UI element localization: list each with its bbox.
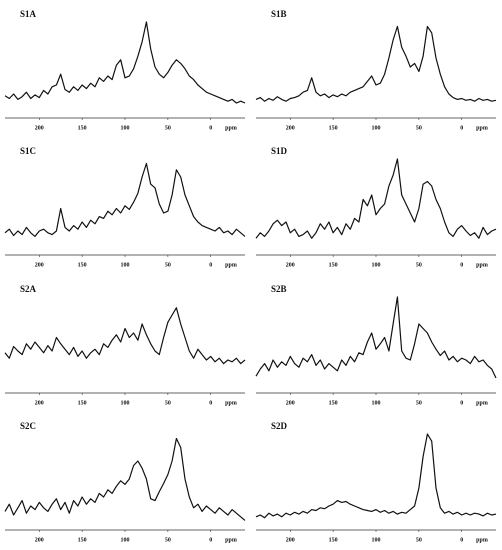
x-tick-label: 200 <box>286 537 295 543</box>
x-axis-label: ppm <box>225 400 237 406</box>
x-axis-label: ppm <box>476 262 488 268</box>
x-tick-label: 50 <box>165 125 171 131</box>
spectrum-line <box>255 296 497 379</box>
x-tick-label: 150 <box>329 125 338 131</box>
x-axis-label: ppm <box>476 125 488 131</box>
x-tick-label: 200 <box>286 400 295 406</box>
x-axis-label: ppm <box>225 125 237 131</box>
spectrum-line <box>4 437 246 521</box>
spectrum-line <box>255 158 497 239</box>
x-tick-label: 100 <box>121 537 130 543</box>
panel-title: S1C <box>20 146 36 156</box>
x-tick-label: 0 <box>209 537 212 543</box>
x-tick-label: 200 <box>286 262 295 268</box>
x-tick-label: 0 <box>209 262 212 268</box>
x-tick-label: 0 <box>209 400 212 406</box>
panel-title: S1B <box>271 9 287 19</box>
panel-title: S1A <box>20 9 37 19</box>
x-tick-label: 200 <box>35 262 44 268</box>
panel-title: S2B <box>271 284 287 294</box>
x-tick-label: 100 <box>372 262 381 268</box>
x-tick-label: 50 <box>416 537 422 543</box>
x-tick-label: 50 <box>416 400 422 406</box>
x-tick-label: 0 <box>460 262 463 268</box>
x-tick-label: 100 <box>372 537 381 543</box>
x-tick-label: 150 <box>78 125 87 131</box>
x-tick-label: 0 <box>460 537 463 543</box>
x-tick-label: 200 <box>35 537 44 543</box>
x-tick-label: 150 <box>329 537 338 543</box>
panel-title: S1D <box>271 146 288 156</box>
x-tick-label: 50 <box>165 400 171 406</box>
x-tick-label: 150 <box>78 262 87 268</box>
spectrum-line <box>255 25 497 102</box>
x-axis-label: ppm <box>225 537 237 543</box>
x-tick-label: 100 <box>121 125 130 131</box>
x-tick-label: 200 <box>35 400 44 406</box>
x-tick-label: 150 <box>78 537 87 543</box>
x-tick-label: 150 <box>329 400 338 406</box>
x-tick-label: 0 <box>460 400 463 406</box>
panel-title: S2D <box>271 421 288 431</box>
panel-title: S2C <box>20 421 36 431</box>
spectrum-line <box>4 162 246 237</box>
x-axis-label: ppm <box>476 537 488 543</box>
x-tick-label: 50 <box>416 125 422 131</box>
x-tick-label: 0 <box>460 125 463 131</box>
x-tick-label: 100 <box>372 400 381 406</box>
spectrum-line <box>4 307 246 365</box>
x-tick-label: 150 <box>78 400 87 406</box>
x-tick-label: 200 <box>286 125 295 131</box>
spectrum-line <box>4 21 246 104</box>
x-axis-label: ppm <box>476 400 488 406</box>
panel-title: S2A <box>20 284 37 294</box>
x-tick-label: 100 <box>121 262 130 268</box>
x-tick-label: 0 <box>209 125 212 131</box>
x-tick-label: 100 <box>121 400 130 406</box>
x-tick-label: 50 <box>165 537 171 543</box>
x-axis-label: ppm <box>225 262 237 268</box>
x-tick-label: 50 <box>165 262 171 268</box>
x-tick-label: 200 <box>35 125 44 131</box>
x-tick-label: 50 <box>416 262 422 268</box>
spectrum-line <box>255 433 497 519</box>
x-tick-label: 150 <box>329 262 338 268</box>
x-tick-label: 100 <box>372 125 381 131</box>
